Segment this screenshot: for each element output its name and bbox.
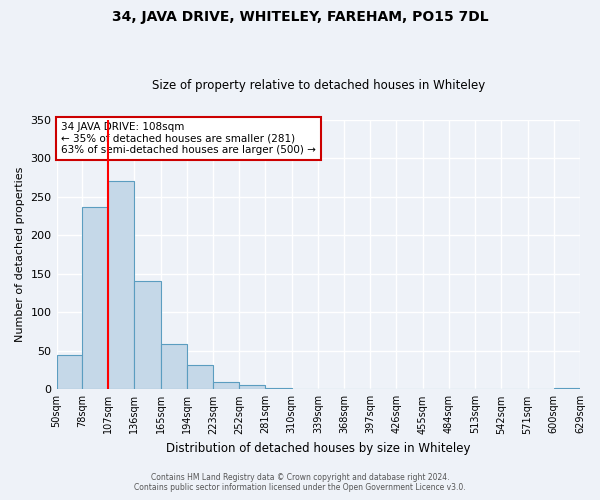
Bar xyxy=(82,208,108,390)
Bar xyxy=(265,388,292,390)
Y-axis label: Number of detached properties: Number of detached properties xyxy=(15,166,25,342)
Bar xyxy=(161,344,187,390)
Text: 34, JAVA DRIVE, WHITELEY, FAREHAM, PO15 7DL: 34, JAVA DRIVE, WHITELEY, FAREHAM, PO15 … xyxy=(112,10,488,24)
Bar xyxy=(187,366,213,390)
X-axis label: Distribution of detached houses by size in Whiteley: Distribution of detached houses by size … xyxy=(166,442,470,455)
Text: Contains HM Land Registry data © Crown copyright and database right 2024.
Contai: Contains HM Land Registry data © Crown c… xyxy=(134,473,466,492)
Bar xyxy=(56,354,82,390)
Title: Size of property relative to detached houses in Whiteley: Size of property relative to detached ho… xyxy=(152,79,485,92)
Bar xyxy=(239,386,265,390)
Bar xyxy=(108,181,134,390)
Bar xyxy=(213,382,239,390)
Bar xyxy=(134,280,161,390)
Text: 34 JAVA DRIVE: 108sqm
← 35% of detached houses are smaller (281)
63% of semi-det: 34 JAVA DRIVE: 108sqm ← 35% of detached … xyxy=(61,122,316,155)
Bar xyxy=(554,388,580,390)
